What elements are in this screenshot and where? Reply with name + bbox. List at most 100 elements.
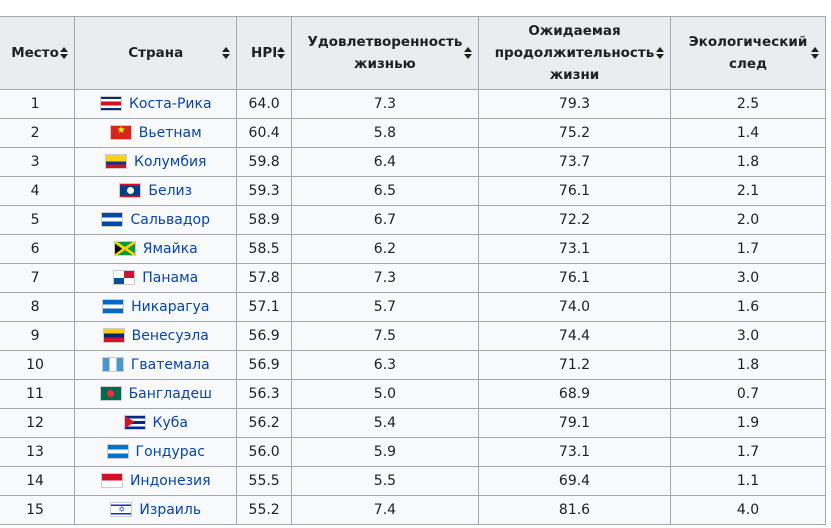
hpi-cell: 59.8 — [236, 147, 292, 177]
hpi-cell: 58.9 — [236, 205, 292, 235]
column-header-ecological-footprint[interactable]: Экологический след — [670, 16, 826, 90]
rank-cell: 13 — [0, 437, 76, 467]
colombia-flag-icon[interactable] — [105, 154, 128, 169]
country-link[interactable]: Коста-Рика — [128, 96, 212, 112]
ecological-footprint-cell: 1.8 — [670, 350, 826, 380]
jamaica-flag-icon[interactable] — [113, 241, 136, 256]
country-cell: Гондурас — [74, 437, 238, 467]
life-expectancy-cell: 79.1 — [477, 408, 672, 438]
hpi-cell: 56.9 — [236, 321, 292, 351]
rank-cell: 9 — [0, 321, 76, 351]
country-link[interactable]: Куба — [152, 415, 188, 431]
ecological-footprint-cell: 1.7 — [670, 437, 826, 467]
life-expectancy-cell: 73.1 — [477, 234, 672, 264]
life-expectancy-cell: 74.0 — [477, 292, 672, 322]
nicaragua-flag-icon[interactable] — [102, 299, 125, 314]
country-link[interactable]: Колумбия — [134, 154, 207, 170]
country-link[interactable]: Сальвадор — [130, 212, 210, 228]
country-cell: Колумбия — [74, 147, 238, 177]
vietnam-flag-icon[interactable] — [109, 125, 132, 140]
country-link[interactable]: Израиль — [139, 502, 202, 518]
life-expectancy-cell: 75.2 — [477, 118, 672, 148]
column-header-life-satisfaction-label: Удовлетворенность жизнью — [307, 31, 462, 75]
venezuela-flag-icon[interactable] — [102, 328, 125, 343]
ecological-footprint-cell: 1.1 — [670, 466, 826, 496]
table-row: 4 Белиз 59.3 6.5 76.1 2.1 — [0, 176, 826, 206]
rank-cell: 12 — [0, 408, 76, 438]
country-link[interactable]: Венесуэла — [131, 328, 209, 344]
column-header-rank[interactable]: Место — [0, 16, 76, 90]
el-salvador-flag-icon[interactable] — [101, 212, 124, 227]
life-satisfaction-cell: 7.3 — [290, 263, 479, 293]
hpi-cell: 56.2 — [236, 408, 292, 438]
country-link[interactable]: Вьетнам — [138, 125, 202, 141]
life-satisfaction-cell: 6.3 — [290, 350, 479, 380]
column-header-hpi[interactable]: HPI — [236, 16, 292, 90]
sort-icon[interactable] — [811, 47, 819, 59]
country-link[interactable]: Белиз — [148, 183, 193, 199]
belize-flag-icon[interactable] — [119, 183, 142, 198]
bangladesh-flag-icon[interactable] — [99, 386, 122, 401]
life-satisfaction-cell: 6.2 — [290, 234, 479, 264]
table-row: 7 Панама 57.8 7.3 76.1 3.0 — [0, 263, 826, 293]
sort-icon[interactable] — [656, 47, 665, 59]
ecological-footprint-cell: 1.8 — [670, 147, 826, 177]
hpi-cell: 64.0 — [236, 89, 292, 119]
ecological-footprint-cell: 1.9 — [670, 408, 826, 438]
israel-flag-icon[interactable] — [110, 502, 133, 517]
sort-icon[interactable] — [463, 47, 472, 59]
hpi-cell: 56.3 — [236, 379, 292, 409]
costa-rica-flag-icon[interactable] — [99, 96, 122, 111]
country-link[interactable]: Гватемала — [130, 357, 210, 373]
life-satisfaction-cell: 6.7 — [290, 205, 479, 235]
honduras-flag-icon[interactable] — [106, 444, 129, 459]
rank-cell: 10 — [0, 350, 76, 380]
panama-flag-icon[interactable] — [113, 270, 136, 285]
header-line: Удовлетворенность — [307, 34, 463, 50]
ecological-footprint-cell: 1.6 — [670, 292, 826, 322]
rank-cell: 6 — [0, 234, 76, 264]
life-satisfaction-cell: 5.9 — [290, 437, 479, 467]
cuba-flag-icon[interactable] — [123, 415, 146, 430]
hpi-cell: 55.2 — [236, 495, 292, 525]
country-link[interactable]: Ямайка — [142, 241, 198, 257]
table-row: 9 Венесуэла 56.9 7.5 74.4 3.0 — [0, 321, 826, 351]
life-expectancy-cell: 74.4 — [477, 321, 672, 351]
country-cell: Белиз — [74, 176, 238, 206]
table-row: 8 Никарагуа 57.1 5.7 74.0 1.6 — [0, 292, 826, 322]
sort-icon[interactable] — [60, 47, 69, 59]
hpi-cell: 57.1 — [236, 292, 292, 322]
country-cell: Сальвадор — [74, 205, 238, 235]
rank-cell: 2 — [0, 118, 76, 148]
header-row: Место Страна HPI Удовлетворенность жизнь… — [0, 16, 826, 90]
life-expectancy-cell: 71.2 — [477, 350, 672, 380]
column-header-country[interactable]: Страна — [74, 16, 238, 90]
life-satisfaction-cell: 5.8 — [290, 118, 479, 148]
country-link[interactable]: Бангладеш — [128, 386, 212, 402]
hpi-ranking-table: Место Страна HPI Удовлетворенность жизнь… — [0, 16, 826, 525]
country-cell: Коста-Рика — [74, 89, 238, 119]
hpi-cell: 55.5 — [236, 466, 292, 496]
ecological-footprint-cell: 3.0 — [670, 263, 826, 293]
ecological-footprint-cell: 2.1 — [670, 176, 826, 206]
guatemala-flag-icon[interactable] — [101, 357, 124, 372]
column-header-life-expectancy-label: Ожидаемая продолжительность жизни — [495, 20, 655, 86]
column-header-country-label: Страна — [128, 45, 184, 61]
ecological-footprint-cell: 1.4 — [670, 118, 826, 148]
table-row: 5 Сальвадор 58.9 6.7 72.2 2.0 — [0, 205, 826, 235]
country-link[interactable]: Никарагуа — [131, 299, 210, 315]
table-row: 10 Гватемала 56.9 6.3 71.2 1.8 — [0, 350, 826, 380]
column-header-hpi-label: HPI — [251, 45, 278, 61]
life-satisfaction-cell: 7.5 — [290, 321, 479, 351]
sort-icon[interactable] — [276, 47, 285, 59]
country-link[interactable]: Индонезия — [129, 473, 211, 489]
country-link[interactable]: Панама — [142, 270, 199, 286]
life-satisfaction-cell: 5.4 — [290, 408, 479, 438]
indonesia-flag-icon[interactable] — [100, 473, 123, 488]
sort-icon[interactable] — [222, 47, 231, 59]
country-link[interactable]: Гондурас — [135, 444, 205, 460]
column-header-life-satisfaction[interactable]: Удовлетворенность жизнью — [290, 16, 479, 90]
ecological-footprint-cell: 2.5 — [670, 89, 826, 119]
column-header-life-expectancy[interactable]: Ожидаемая продолжительность жизни — [477, 16, 672, 90]
table-row: 13 Гондурас 56.0 5.9 73.1 1.7 — [0, 437, 826, 467]
